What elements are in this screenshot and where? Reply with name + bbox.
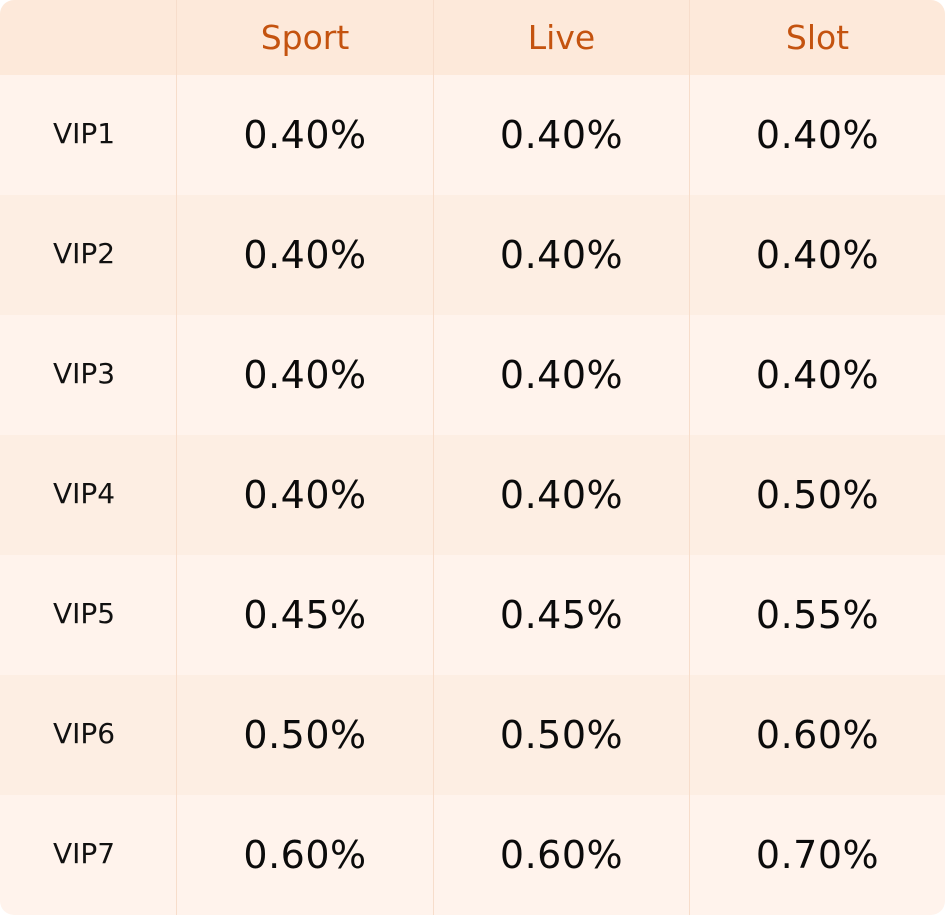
live-rate: 0.45% — [433, 555, 689, 675]
live-rate: 0.40% — [433, 75, 689, 195]
vip-level-label: VIP6 — [53, 716, 116, 750]
live-rate: 0.40% — [433, 435, 689, 555]
header-cell-slot: Slot — [689, 0, 945, 75]
slot-rate: 0.50% — [689, 435, 945, 555]
sport-rate: 0.40% — [176, 315, 433, 435]
sport-rate: 0.40% — [176, 435, 433, 555]
slot-rate: 0.40% — [689, 195, 945, 315]
table-row: VIP4 0.40% 0.40% 0.50% — [0, 435, 945, 555]
header-cell-empty — [0, 0, 176, 75]
slot-rate: 0.40% — [689, 315, 945, 435]
table-header-row: Sport Live Slot — [0, 0, 945, 75]
sport-rate: 0.60% — [176, 795, 433, 915]
slot-rate: 0.40% — [689, 75, 945, 195]
header-cell-sport: Sport — [176, 0, 433, 75]
table-row: VIP6 0.50% 0.50% 0.60% — [0, 675, 945, 795]
vip-level-label: VIP3 — [53, 356, 116, 390]
table-row: VIP1 0.40% 0.40% 0.40% — [0, 75, 945, 195]
live-rate: 0.50% — [433, 675, 689, 795]
live-rate: 0.40% — [433, 315, 689, 435]
vip-level-label: VIP1 — [53, 116, 116, 150]
slot-rate: 0.60% — [689, 675, 945, 795]
live-rate: 0.40% — [433, 195, 689, 315]
vip-level-label: VIP7 — [53, 836, 116, 870]
live-rate: 0.60% — [433, 795, 689, 915]
header-cell-live: Live — [433, 0, 689, 75]
vip-level-label: VIP4 — [53, 476, 116, 510]
vip-level-label: VIP2 — [53, 236, 116, 270]
table-row: VIP5 0.45% 0.45% 0.55% — [0, 555, 945, 675]
slot-rate: 0.70% — [689, 795, 945, 915]
sport-rate: 0.45% — [176, 555, 433, 675]
sport-rate: 0.40% — [176, 195, 433, 315]
sport-rate: 0.50% — [176, 675, 433, 795]
vip-level-label: VIP5 — [53, 596, 116, 630]
table-row: VIP7 0.60% 0.60% 0.70% — [0, 795, 945, 915]
slot-rate: 0.55% — [689, 555, 945, 675]
sport-rate: 0.40% — [176, 75, 433, 195]
table-row: VIP2 0.40% 0.40% 0.40% — [0, 195, 945, 315]
table-row: VIP3 0.40% 0.40% 0.40% — [0, 315, 945, 435]
